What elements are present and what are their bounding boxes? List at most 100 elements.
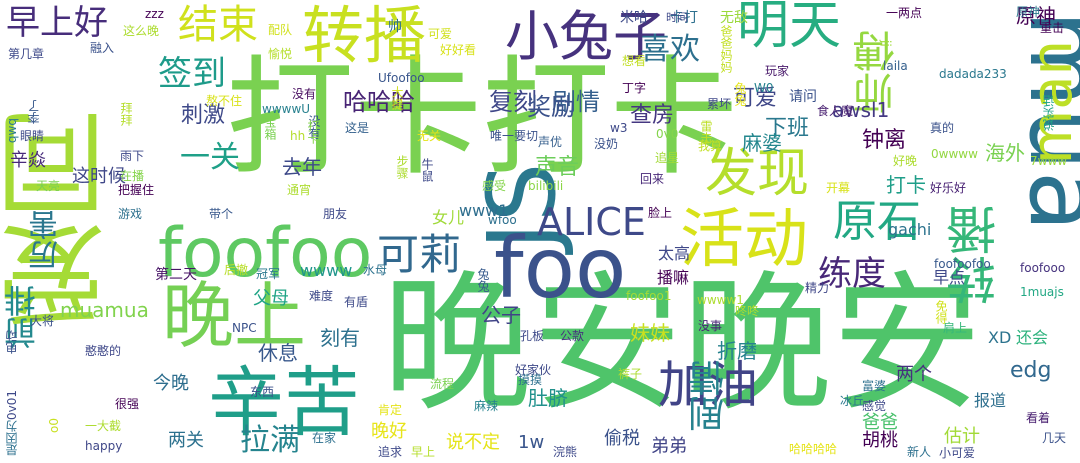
word: XD xyxy=(988,328,1012,347)
word: 追星 xyxy=(655,151,680,165)
word: 喜欢 xyxy=(640,32,700,67)
word: foofooo xyxy=(1020,261,1066,275)
word: 富婆 xyxy=(862,379,887,393)
word: 转播 xyxy=(946,205,1004,305)
word: 请问 xyxy=(789,89,817,105)
word: 胡桃 xyxy=(862,430,898,451)
word: 原神 xyxy=(1016,5,1041,19)
word: 开幕 xyxy=(826,181,851,195)
word: 想看 xyxy=(622,54,647,68)
word: wwww1 xyxy=(697,293,744,307)
word: 宝箱 xyxy=(263,116,277,140)
word: 估计 xyxy=(944,426,980,447)
word: 没有 xyxy=(292,87,317,101)
word: 冠军 xyxy=(256,267,281,281)
word: 刺激 xyxy=(181,103,226,128)
word: 弟弟 xyxy=(651,436,687,457)
word: foo xyxy=(494,219,627,317)
word: 玩家 xyxy=(765,64,790,78)
word: 精力 xyxy=(805,281,830,295)
word: 晚上 xyxy=(162,274,307,358)
word: bilibili xyxy=(528,179,564,193)
word: 原石 xyxy=(833,196,921,247)
word: 折磨 xyxy=(717,339,757,363)
word: 下班 xyxy=(765,116,810,141)
word: 把握住 xyxy=(118,183,155,197)
word: 食人魔 xyxy=(817,104,854,118)
word: 剧情 xyxy=(552,88,600,116)
word: 电动 xyxy=(5,330,19,354)
word: ALICE xyxy=(537,200,646,244)
word: 雷击 xyxy=(699,120,713,144)
word: 很强 xyxy=(115,397,140,411)
word: 追求 xyxy=(378,445,403,459)
word: 好好看 xyxy=(440,43,477,57)
word: edg xyxy=(1010,358,1052,383)
word: 兔兔 xyxy=(733,82,747,106)
word: 爸爸 xyxy=(862,412,898,433)
word: 肯定 xyxy=(378,403,403,417)
word: 一大截 xyxy=(85,419,122,433)
word: 拉满 xyxy=(240,423,300,458)
word: 李了 xyxy=(27,100,41,124)
word: 厉害 xyxy=(29,210,64,270)
word: 小可爱 xyxy=(939,446,976,460)
word: 说不定 xyxy=(446,432,500,453)
word: 看着 xyxy=(1026,411,1051,425)
word: 回来 xyxy=(640,172,665,186)
word: 水母 xyxy=(363,263,388,277)
word: 牛鼠 xyxy=(420,158,434,182)
word: 打卡 xyxy=(306,120,320,144)
word: 时间 xyxy=(666,11,688,24)
word: 公子 xyxy=(481,303,521,327)
word: 打卡打卡 xyxy=(226,44,739,193)
word: 大提 xyxy=(390,86,404,110)
word: muamua xyxy=(60,298,149,322)
word: mua xyxy=(1007,10,1080,233)
word: 累坏 xyxy=(707,97,732,111)
word: 早点 xyxy=(933,268,966,287)
word: 奖励 xyxy=(527,93,575,121)
word: zzz xyxy=(145,7,164,21)
word: 步骤 xyxy=(395,155,409,179)
word: 咚咚 xyxy=(735,304,760,318)
word: 配队 xyxy=(268,23,293,37)
word: 偷税 xyxy=(604,428,640,449)
word: 流程 xyxy=(430,377,455,391)
word: awsl1 xyxy=(832,98,890,122)
word: laila xyxy=(883,59,908,73)
word: 摸摸 xyxy=(518,373,543,387)
word: 感觉 xyxy=(862,399,887,413)
word: 一两点 xyxy=(886,6,923,20)
word: 1w xyxy=(518,432,545,453)
word: 肩上 xyxy=(943,321,968,335)
word: 东西 xyxy=(250,385,275,399)
word: 父母 xyxy=(253,288,289,309)
word: 打卡 xyxy=(886,173,926,197)
word: 发现 xyxy=(705,144,810,204)
word: 转播 xyxy=(302,0,427,72)
word: 眼睛 xyxy=(20,129,45,143)
word: 新人 xyxy=(907,445,932,459)
word: 1muajs xyxy=(1020,285,1064,299)
word: 这是 xyxy=(345,121,370,135)
word: 在家 xyxy=(312,431,337,445)
word: 在播 xyxy=(120,169,145,183)
word: 麻婆 xyxy=(742,131,782,155)
word: 冰丘 xyxy=(840,394,865,408)
word: 没有 xyxy=(307,115,321,139)
word: 声音 xyxy=(535,155,580,180)
word: 0v01 xyxy=(5,390,19,421)
word: 原神 xyxy=(1016,4,1056,28)
word: 哈哈哈 xyxy=(343,88,415,116)
word: 天亮 xyxy=(36,179,61,193)
word: 好家伙 xyxy=(515,363,552,377)
word: dadada233 xyxy=(939,67,1007,81)
word: 这时候 xyxy=(72,166,126,187)
word: 练度 xyxy=(818,254,886,294)
word: 米哈 xyxy=(620,10,648,26)
word: 女儿 xyxy=(432,208,465,227)
word: 妹妹 xyxy=(630,321,670,345)
word: foofoofoo xyxy=(934,257,991,271)
word: 公款 xyxy=(560,329,585,343)
